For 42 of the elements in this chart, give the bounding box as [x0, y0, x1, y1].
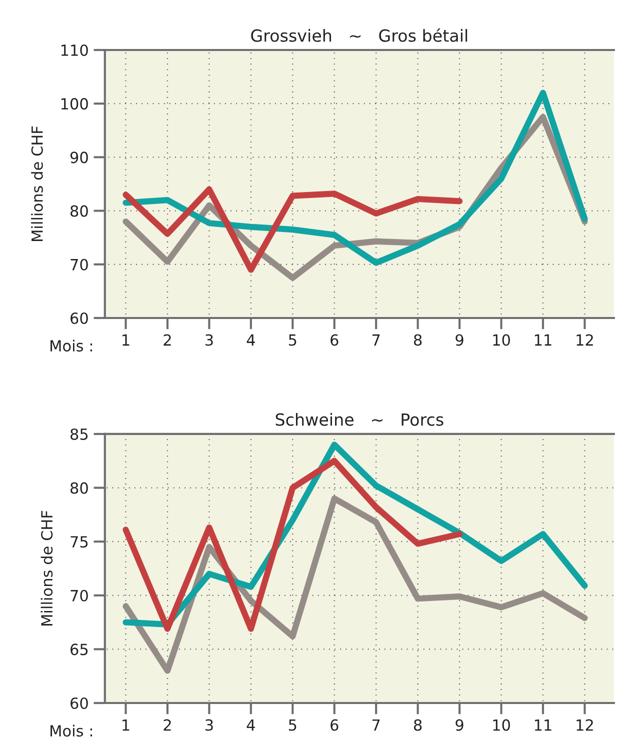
- x-tick-label: 8: [414, 334, 422, 346]
- x-tick-label: 10: [493, 334, 510, 346]
- y-tick-label: 65: [70, 644, 88, 656]
- y-tick-label: 60: [70, 697, 88, 710]
- y-tick-label: 80: [70, 482, 88, 494]
- y-tick-label: 90: [70, 152, 88, 164]
- x-tick-label: 7: [372, 719, 380, 731]
- y-tick-label: 70: [70, 590, 88, 602]
- x-tick-label: 9: [456, 719, 464, 731]
- x-tick-label: 9: [456, 334, 464, 346]
- x-tick-label: 4: [246, 719, 255, 731]
- x-tick-label: 7: [372, 334, 380, 346]
- y-tick-label: 60: [70, 312, 88, 324]
- y-tick-label: 100: [61, 98, 88, 110]
- x-tick-label: 8: [414, 719, 422, 731]
- x-tick-label: 2: [164, 719, 171, 731]
- y-axis-title: Millions de CHF: [40, 510, 53, 626]
- chart-title: Grossvieh ~ Gros bétail: [251, 28, 468, 42]
- x-tick-label: 5: [288, 719, 296, 731]
- y-tick-label: 80: [70, 205, 88, 217]
- x-tick-label: 11: [534, 334, 552, 346]
- y-tick-label: 70: [70, 258, 88, 270]
- x-tick-label: 12: [576, 334, 593, 346]
- x-tick-label: 5: [288, 334, 296, 346]
- y-tick-label: 110: [61, 44, 88, 56]
- x-tick-label: 4: [246, 334, 255, 346]
- x-axis-title: Mois :: [50, 724, 92, 737]
- x-tick-label: 3: [206, 719, 213, 731]
- y-axis-title: Millions de CHF: [31, 126, 43, 241]
- x-tick-label: 11: [534, 719, 552, 731]
- x-tick-label: 1: [122, 334, 130, 346]
- x-tick-label: 6: [330, 334, 338, 346]
- y-tick-label: 85: [70, 428, 88, 440]
- x-tick-label: 6: [330, 719, 338, 731]
- x-tick-label: 1: [122, 719, 130, 731]
- x-tick-label: 2: [164, 334, 171, 346]
- x-axis-title: Mois :: [50, 340, 92, 352]
- y-tick-label: 75: [70, 536, 88, 548]
- chart-title: Schweine ~ Porcs: [276, 412, 444, 426]
- x-tick-label: 10: [493, 719, 510, 731]
- x-tick-label: 12: [576, 719, 593, 731]
- x-tick-label: 3: [206, 334, 213, 346]
